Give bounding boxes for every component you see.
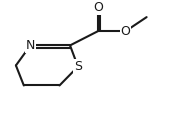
Text: S: S bbox=[74, 60, 82, 73]
Text: O: O bbox=[93, 1, 103, 14]
Text: N: N bbox=[26, 39, 35, 52]
Text: O: O bbox=[121, 25, 131, 38]
